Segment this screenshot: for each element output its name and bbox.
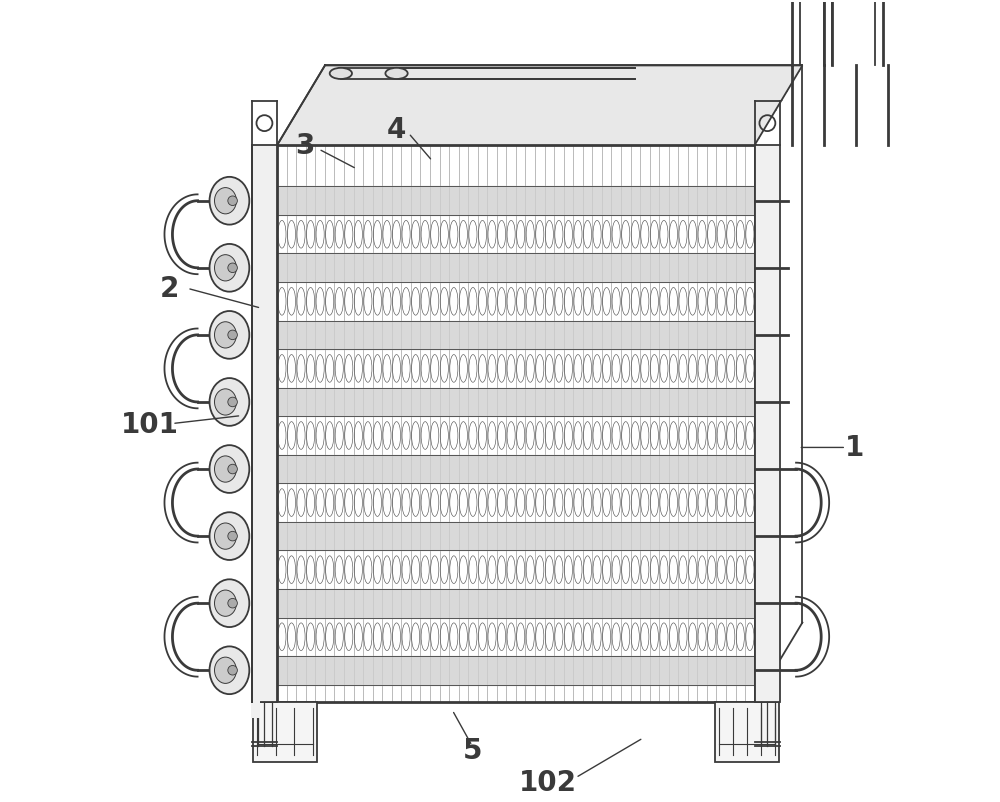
- Ellipse shape: [210, 512, 249, 561]
- Polygon shape: [253, 703, 317, 762]
- Ellipse shape: [210, 312, 249, 359]
- Circle shape: [228, 264, 237, 273]
- Ellipse shape: [215, 590, 236, 617]
- Ellipse shape: [215, 188, 236, 215]
- Polygon shape: [251, 556, 260, 651]
- Text: 3: 3: [295, 132, 315, 160]
- Polygon shape: [251, 488, 260, 584]
- Polygon shape: [252, 146, 277, 703]
- Ellipse shape: [385, 69, 408, 80]
- Polygon shape: [715, 703, 779, 762]
- Ellipse shape: [210, 446, 249, 493]
- Ellipse shape: [215, 389, 236, 415]
- Ellipse shape: [210, 245, 249, 292]
- Text: 5: 5: [462, 736, 482, 764]
- Circle shape: [228, 330, 237, 340]
- Circle shape: [228, 196, 237, 206]
- Polygon shape: [277, 67, 802, 146]
- Ellipse shape: [210, 580, 249, 627]
- Ellipse shape: [210, 646, 249, 695]
- Text: 2: 2: [160, 275, 179, 303]
- Polygon shape: [251, 354, 260, 450]
- Ellipse shape: [215, 255, 236, 282]
- Ellipse shape: [210, 379, 249, 427]
- Ellipse shape: [215, 322, 236, 349]
- Text: 101: 101: [121, 410, 179, 438]
- Circle shape: [228, 666, 237, 675]
- Polygon shape: [251, 154, 260, 249]
- Polygon shape: [251, 221, 260, 316]
- Ellipse shape: [210, 177, 249, 225]
- Polygon shape: [755, 146, 780, 703]
- Polygon shape: [251, 422, 260, 517]
- Circle shape: [228, 532, 237, 541]
- Polygon shape: [251, 622, 260, 718]
- Text: 102: 102: [519, 768, 577, 796]
- Circle shape: [228, 464, 237, 474]
- Ellipse shape: [215, 524, 236, 549]
- Polygon shape: [251, 288, 260, 383]
- Ellipse shape: [215, 456, 236, 483]
- Text: 4: 4: [387, 116, 406, 144]
- Text: 1: 1: [845, 434, 864, 462]
- Ellipse shape: [215, 658, 236, 683]
- Circle shape: [228, 598, 237, 608]
- Circle shape: [228, 398, 237, 407]
- Ellipse shape: [330, 69, 352, 80]
